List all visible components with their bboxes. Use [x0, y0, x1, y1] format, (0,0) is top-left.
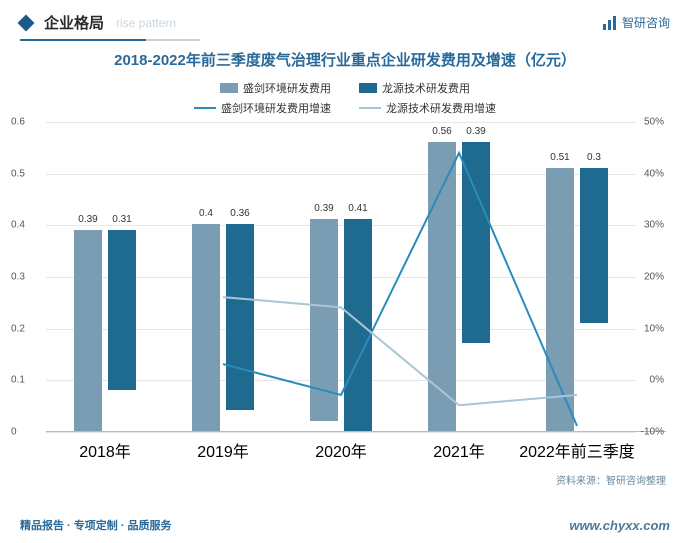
brand: 智研咨询	[603, 14, 670, 31]
line-series2	[223, 297, 577, 405]
legend-line1: 盛剑环境研发费用增速	[194, 100, 331, 116]
plot-region: 0.390.310.40.360.390.410.560.390.510.3 0…	[46, 122, 636, 431]
brand-bars-icon	[603, 16, 616, 30]
x-tick-label: 2021年	[433, 438, 485, 462]
y-left-tick: 0.6	[11, 117, 25, 128]
legend-line2-label: 龙源技术研发费用增速	[386, 100, 496, 116]
y-right-tick: -10%	[641, 427, 664, 438]
legend-bar1-label: 盛剑环境研发费用	[243, 80, 331, 96]
x-tick-label: 2022年前三季度	[519, 438, 635, 462]
legend-bar2: 龙源技术研发费用	[359, 80, 470, 96]
legend-bar2-label: 龙源技术研发费用	[382, 80, 470, 96]
section-title: 企业格局	[44, 12, 104, 33]
y-right-tick: 30%	[644, 220, 664, 231]
y-left-tick: 0.3	[11, 272, 25, 283]
source-text: 资料来源：智研咨询整理	[0, 472, 666, 487]
footer-tagline: 精品报告 · 专项定制 · 品质服务	[20, 517, 172, 533]
x-tick-label: 2018年	[79, 438, 131, 462]
x-tick-label: 2020年	[315, 438, 367, 462]
header-left: 企业格局 rise pattern	[20, 12, 176, 33]
pattern-subtitle: rise pattern	[116, 16, 176, 30]
y-left-tick: 0.4	[11, 220, 25, 231]
legend-line1-label: 盛剑环境研发费用增速	[221, 100, 331, 116]
x-tick-label: 2019年	[197, 438, 249, 462]
legend-bar1: 盛剑环境研发费用	[220, 80, 331, 96]
lines-layer	[46, 122, 636, 431]
brand-text: 智研咨询	[622, 14, 670, 31]
y-left-tick: 0.5	[11, 168, 25, 179]
legend-line2: 龙源技术研发费用增速	[359, 100, 496, 116]
footer: 精品报告 · 专项定制 · 品质服务 www.chyxx.com	[20, 517, 670, 533]
y-left-tick: 0.2	[11, 323, 25, 334]
y-left-tick: 0.1	[11, 375, 25, 386]
x-axis: 2018年2019年2020年2021年2022年前三季度	[46, 438, 636, 452]
y-right-tick: 20%	[644, 272, 664, 283]
y-right-tick: 40%	[644, 168, 664, 179]
header: 企业格局 rise pattern 智研咨询	[0, 0, 690, 37]
line-series1	[223, 153, 577, 426]
y-right-tick: 0%	[650, 375, 664, 386]
y-right-tick: 10%	[644, 323, 664, 334]
chart-title: 2018-2022年前三季度废气治理行业重点企业研发费用及增速（亿元）	[20, 49, 670, 70]
footer-site: www.chyxx.com	[569, 518, 670, 533]
header-underline	[20, 39, 200, 41]
y-right-tick: 50%	[644, 117, 664, 128]
chart-area: 0.390.310.40.360.390.410.560.390.510.3 0…	[46, 122, 666, 432]
y-left-tick: 0	[11, 427, 17, 438]
diamond-icon	[18, 14, 35, 31]
legend: 盛剑环境研发费用 龙源技术研发费用 盛剑环境研发费用增速 龙源技术研发费用增速	[0, 80, 690, 116]
